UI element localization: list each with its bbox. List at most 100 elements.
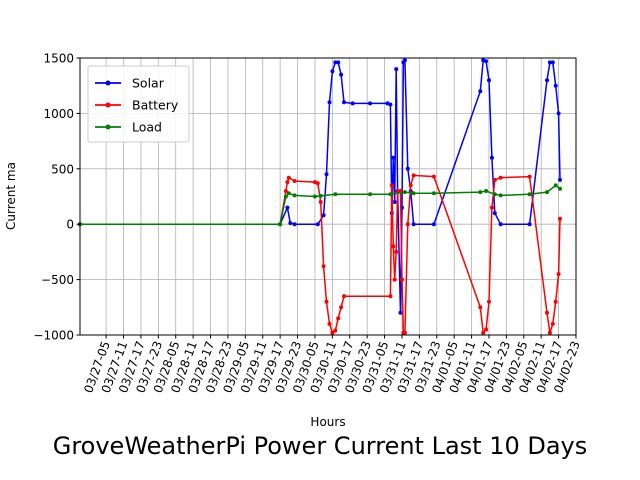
data-point-solar xyxy=(405,166,410,171)
data-point-solar xyxy=(402,58,407,63)
data-point-solar xyxy=(547,60,552,65)
data-point-battery xyxy=(487,299,491,304)
data-point-battery xyxy=(484,327,489,332)
data-point-solar xyxy=(342,100,346,105)
data-point-load xyxy=(402,190,407,195)
data-point-solar xyxy=(484,59,489,64)
data-point-solar xyxy=(292,222,297,227)
data-point-battery xyxy=(405,222,410,227)
data-point-solar xyxy=(527,222,532,227)
data-point-solar xyxy=(339,72,344,77)
plot-frame xyxy=(79,57,577,336)
data-point-battery xyxy=(489,205,494,210)
data-point-solar xyxy=(394,67,399,72)
data-point-solar xyxy=(315,222,320,227)
data-point-solar xyxy=(492,211,497,216)
data-point-battery xyxy=(285,180,290,185)
data-point-solar xyxy=(392,200,397,204)
data-point-battery xyxy=(330,330,335,335)
x-axis-label: Hours xyxy=(310,415,345,429)
data-point-battery xyxy=(336,316,341,321)
data-point-battery xyxy=(286,175,291,180)
data-point-load xyxy=(411,191,416,196)
data-point-battery xyxy=(389,183,394,188)
data-point-load xyxy=(492,192,497,197)
legend-label-solar: Solar xyxy=(132,76,165,91)
data-point-battery xyxy=(431,174,436,179)
data-point-solar xyxy=(487,78,491,83)
y-tick-label: 500 xyxy=(51,162,74,176)
y-axis-label: Current ma xyxy=(4,162,18,230)
data-point-load xyxy=(286,191,291,196)
data-point-load xyxy=(333,192,338,197)
data-point-battery xyxy=(558,216,562,221)
legend-label-load: Load xyxy=(132,120,162,135)
data-point-solar xyxy=(478,89,483,94)
data-point-battery xyxy=(333,328,338,333)
data-point-solar xyxy=(288,221,293,226)
data-point-load xyxy=(553,183,558,188)
x-axis: 03/27-0503/27-1103/27-1703/27-2303/28-05… xyxy=(81,335,583,395)
data-point-load xyxy=(312,194,317,199)
data-point-solar xyxy=(545,78,549,83)
data-point-battery xyxy=(327,321,332,326)
data-point-battery xyxy=(321,264,326,269)
y-tick-label: −1000 xyxy=(33,329,74,343)
legend-marker-battery xyxy=(105,102,111,108)
legend: Solar Battery Load xyxy=(87,65,190,143)
data-point-solar xyxy=(324,172,329,177)
legend-marker-solar xyxy=(105,80,111,86)
data-point-battery xyxy=(408,183,413,188)
data-point-solar xyxy=(321,213,326,218)
data-point-battery xyxy=(553,299,558,304)
data-point-battery xyxy=(550,321,555,326)
data-point-solar xyxy=(285,205,290,210)
data-point-solar xyxy=(411,222,416,227)
data-point-solar xyxy=(333,60,338,65)
data-point-solar xyxy=(391,155,396,160)
data-point-battery xyxy=(547,330,552,335)
legend-marker-load xyxy=(105,124,111,130)
chart-title: GroveWeatherPi Power Current Last 10 Day… xyxy=(52,432,588,460)
data-point-battery xyxy=(388,294,393,299)
data-point-load xyxy=(527,192,532,197)
data-point-solar xyxy=(327,100,332,105)
data-point-battery xyxy=(400,277,404,282)
data-point-load xyxy=(558,186,562,191)
data-point-solar xyxy=(368,101,373,106)
y-tick-label: −500 xyxy=(41,273,74,287)
data-point-load xyxy=(484,189,489,193)
data-point-battery xyxy=(342,294,346,299)
data-point-battery xyxy=(315,181,320,186)
legend-box xyxy=(87,65,190,143)
data-point-load xyxy=(318,193,323,198)
data-point-battery xyxy=(392,277,397,282)
data-point-battery xyxy=(394,249,399,254)
data-point-load xyxy=(283,194,288,199)
data-point-load xyxy=(292,193,297,198)
data-point-battery xyxy=(498,175,503,180)
data-point-battery xyxy=(339,305,344,310)
data-point-solar xyxy=(489,155,494,160)
data-point-solar xyxy=(398,310,403,315)
data-point-load xyxy=(368,192,373,197)
data-point-solar xyxy=(553,83,558,88)
data-point-battery xyxy=(324,299,329,304)
data-point-load xyxy=(278,222,283,227)
data-point-solar xyxy=(330,69,335,74)
data-point-battery xyxy=(318,200,323,204)
data-point-battery xyxy=(478,305,483,310)
data-point-battery xyxy=(492,177,497,182)
data-point-solar xyxy=(550,60,555,65)
data-point-battery xyxy=(292,179,297,183)
data-point-battery xyxy=(395,189,400,193)
data-point-battery xyxy=(391,244,396,249)
data-point-solar xyxy=(498,222,503,227)
legend-label-battery: Battery xyxy=(132,98,179,113)
y-axis: −1000 −500 0 500 1000 1500 xyxy=(33,52,80,343)
y-tick-label: 0 xyxy=(66,218,74,232)
data-point-load xyxy=(545,190,549,195)
data-point-battery xyxy=(402,330,407,335)
data-point-solar xyxy=(431,222,436,227)
